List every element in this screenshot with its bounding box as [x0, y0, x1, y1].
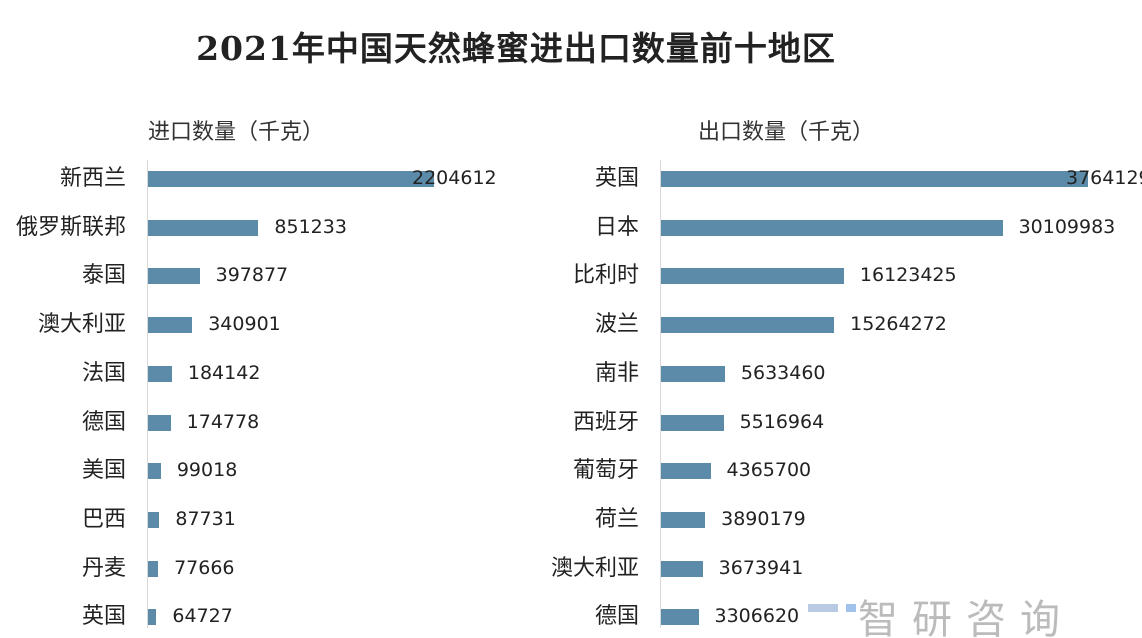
- export-bar: [661, 268, 844, 285]
- export-data-label: 37641296: [1066, 167, 1142, 189]
- import-category-label: 英国: [81, 604, 126, 630]
- export-category-label: 日本: [594, 214, 639, 240]
- export-bar: [661, 463, 711, 480]
- export-category-label: 葡萄牙: [572, 458, 639, 484]
- import-category-label: 丹麦: [81, 555, 126, 581]
- export-data-label: 4365700: [726, 459, 812, 482]
- import-bar: [148, 463, 161, 480]
- import-data-label: 340901: [208, 313, 281, 336]
- export-data-label: 5633460: [740, 361, 826, 384]
- import-category-label: 新西兰: [59, 166, 126, 191]
- export-bar: [661, 219, 1003, 236]
- import-chart-title: 进口数量（千克）: [148, 120, 325, 145]
- import-category-label: 泰国: [81, 263, 126, 289]
- import-data-label: 2204612: [412, 167, 497, 189]
- export-category-label: 比利时: [572, 263, 639, 289]
- import-category-label: 澳大利亚: [37, 312, 126, 338]
- export-bar: [661, 171, 1088, 187]
- export-data-label: 3306620: [714, 605, 800, 628]
- export-bar: [661, 560, 703, 577]
- export-bar: [661, 609, 699, 626]
- import-category-label: 巴西: [81, 506, 126, 532]
- import-data-label: 174778: [186, 410, 260, 433]
- import-category-label: 俄罗斯联邦: [15, 214, 126, 240]
- export-data-label: 3890179: [721, 507, 806, 530]
- import-data-label: 184142: [187, 361, 261, 384]
- import-bar: [148, 219, 259, 236]
- export-category-label: 澳大利亚: [550, 555, 639, 581]
- chart-title: 2021年中国天然蜂蜜进出口数量前十地区: [196, 29, 836, 68]
- watermark-logo-icon: [808, 604, 858, 634]
- import-bar: [148, 171, 434, 187]
- import-data-label: 397877: [215, 264, 289, 287]
- import-bar: [148, 609, 157, 626]
- export-data-label: 5516964: [739, 410, 825, 433]
- export-category-label: 英国: [594, 166, 639, 191]
- export-bar: [661, 511, 706, 528]
- import-axis-line: [147, 160, 148, 628]
- import-data-label: 77666: [174, 556, 235, 579]
- export-bar: [661, 317, 835, 334]
- import-bar: [148, 268, 200, 285]
- export-category-label: 波兰: [594, 312, 639, 338]
- import-bar: [148, 317, 193, 334]
- import-bar: [148, 414, 171, 431]
- export-data-label: 30109983: [1018, 215, 1116, 238]
- watermark-logo: 智研咨询: [808, 598, 1074, 638]
- export-data-label: 3673941: [718, 556, 804, 579]
- export-axis-line: [660, 160, 661, 628]
- export-data-label: 15264272: [850, 313, 947, 336]
- export-bar: [661, 365, 725, 382]
- export-data-label: 16123425: [859, 264, 957, 287]
- export-category-label: 荷兰: [594, 506, 639, 532]
- import-data-label: 87731: [175, 507, 236, 530]
- import-data-label: 99018: [176, 459, 238, 482]
- export-bar: [661, 414, 724, 431]
- import-category-label: 美国: [81, 458, 126, 484]
- export-category-label: 德国: [594, 604, 639, 630]
- import-category-label: 法国: [81, 360, 126, 386]
- import-bar: [148, 560, 159, 577]
- import-category-label: 德国: [81, 409, 126, 435]
- export-category-label: 西班牙: [572, 409, 639, 435]
- export-category-label: 南非: [594, 360, 639, 386]
- import-bar: [148, 365, 172, 382]
- import-data-label: 64727: [172, 605, 233, 628]
- watermark-text: 智研咨询: [858, 598, 1074, 638]
- export-chart-title: 出口数量（千克）: [698, 120, 875, 145]
- import-data-label: 851233: [274, 215, 347, 238]
- import-bar: [148, 511, 160, 528]
